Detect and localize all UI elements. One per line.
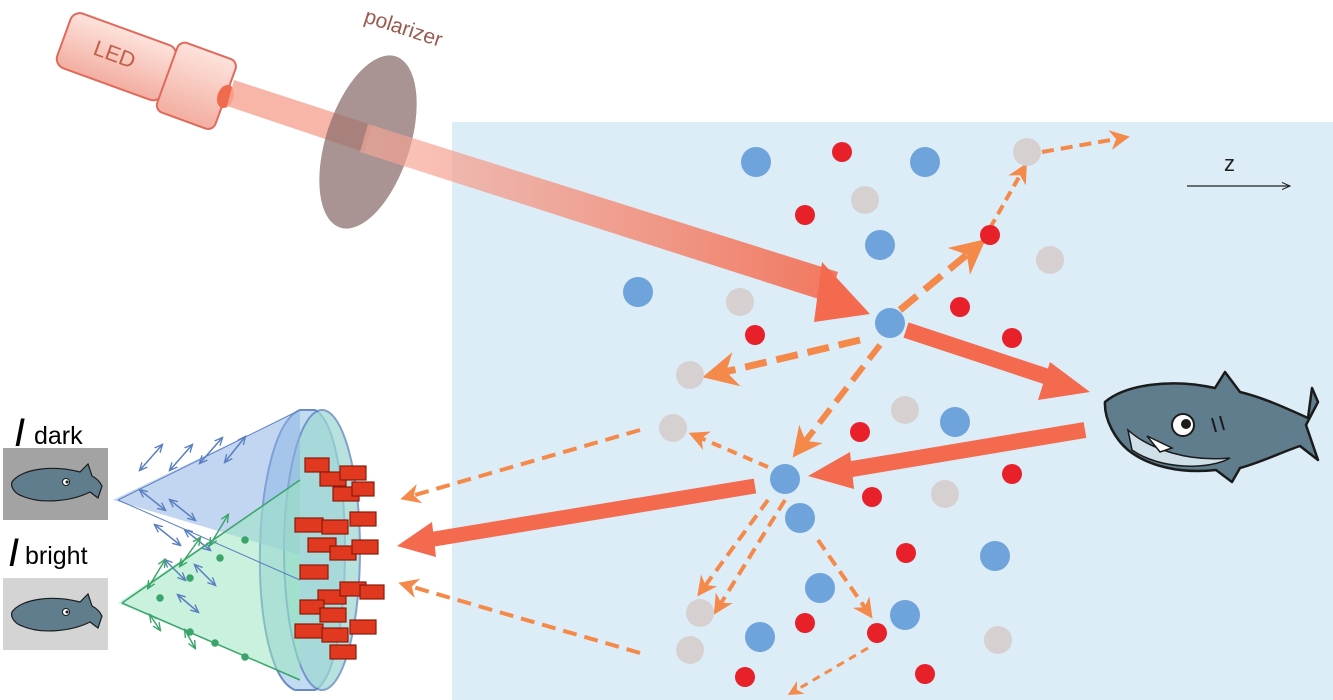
- i-bright-symbol: I: [8, 531, 19, 575]
- particles: [623, 138, 1064, 687]
- particle-blue: [875, 308, 905, 338]
- particle-blue: [770, 464, 800, 494]
- return-beam: [838, 422, 1087, 479]
- particle-gray: [851, 186, 879, 214]
- beam-arrowhead: [814, 262, 870, 322]
- particle-red: [745, 325, 765, 345]
- ballistic-arrowhead: [1038, 362, 1090, 400]
- detector-beam: [426, 478, 757, 548]
- particle-blue: [623, 277, 653, 307]
- z-axis-label: z: [1224, 151, 1235, 176]
- particle-blue: [741, 147, 771, 177]
- particle-gray: [726, 288, 754, 316]
- particle-blue: [785, 503, 815, 533]
- i-dark-symbol: I: [14, 411, 25, 455]
- polarized-beam: [360, 124, 838, 302]
- detector-arrowhead: [397, 522, 436, 557]
- particle-gray: [1036, 246, 1064, 274]
- particle-gray: [984, 626, 1012, 654]
- particle-gray: [659, 414, 687, 442]
- particle-blue: [980, 541, 1010, 571]
- particle-red: [1002, 464, 1022, 484]
- particle-red: [862, 487, 882, 507]
- particle-red: [735, 667, 755, 687]
- particle-red: [950, 297, 970, 317]
- ballistic-beam: [903, 322, 1063, 389]
- fish-icon: [11, 462, 103, 502]
- return-arrowhead: [808, 452, 854, 489]
- particle-blue: [910, 147, 940, 177]
- i-dark-subscript: dark: [34, 422, 83, 450]
- dark-label: I dark: [14, 411, 83, 455]
- particle-blue: [940, 407, 970, 437]
- particle-gray: [1013, 138, 1041, 166]
- i-bright-subscript: bright: [25, 542, 88, 570]
- thumbnail-bright: [3, 578, 108, 650]
- particle-blue: [865, 230, 895, 260]
- particle-red: [896, 543, 916, 563]
- particle-red: [980, 225, 1000, 245]
- polarizer-label: polarizer: [361, 5, 445, 52]
- particle-blue: [805, 573, 835, 603]
- shark-icon: [1103, 370, 1320, 484]
- thumbnail-dark: [3, 448, 108, 520]
- particle-red: [850, 422, 870, 442]
- particle-gray: [676, 361, 704, 389]
- particle-red: [1002, 328, 1022, 348]
- particle-red: [795, 205, 815, 225]
- particle-red: [867, 623, 887, 643]
- sensor-array: [294, 457, 385, 660]
- particle-red: [795, 613, 815, 633]
- particle-gray: [891, 396, 919, 424]
- particle-red: [915, 664, 935, 684]
- particle-gray: [931, 480, 959, 508]
- particle-blue: [890, 600, 920, 630]
- scattered-paths: [398, 130, 1130, 696]
- bright-label: I bright: [8, 531, 88, 575]
- fish-icon: [11, 592, 103, 632]
- particle-gray: [686, 599, 714, 627]
- led-source: [55, 12, 237, 130]
- polarization-arrows-bright: [121, 479, 301, 681]
- particle-gray: [676, 636, 704, 664]
- particle-red: [832, 142, 852, 162]
- particle-blue: [745, 622, 775, 652]
